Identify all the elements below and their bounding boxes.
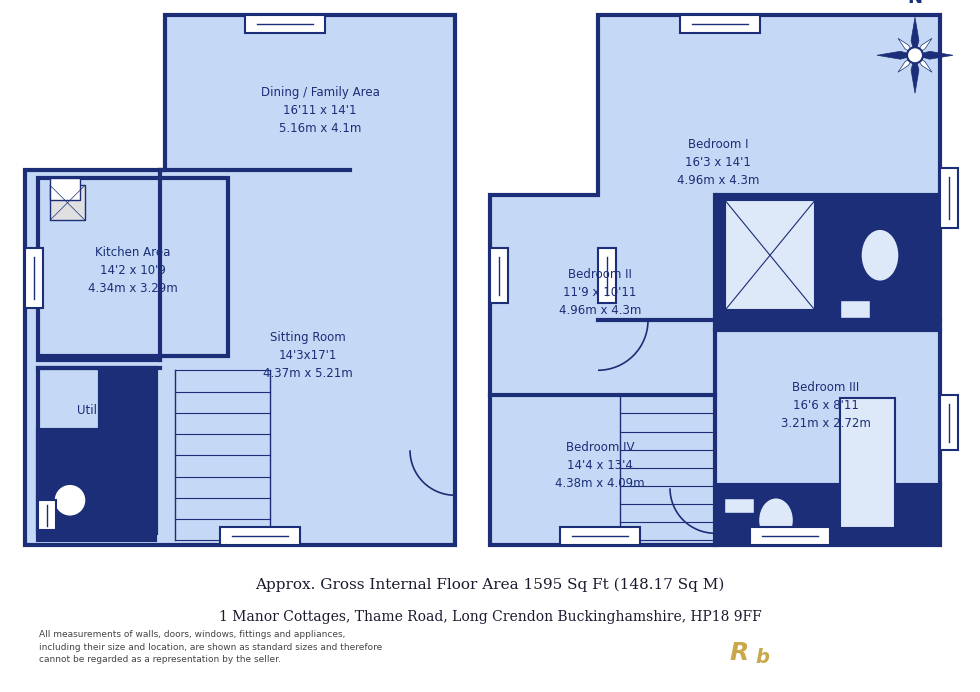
Bar — [38, 179, 228, 356]
Bar — [840, 399, 895, 528]
Bar — [245, 15, 325, 33]
Text: Sitting Room
14'3x17'1
4.37m x 5.21m: Sitting Room 14'3x17'1 4.37m x 5.21m — [263, 331, 353, 380]
Bar — [38, 368, 156, 534]
Text: Bedroom IV
14'4 x 13'4
4.38m x 4.09m: Bedroom IV 14'4 x 13'4 4.38m x 4.09m — [556, 441, 645, 490]
Polygon shape — [877, 51, 915, 60]
Circle shape — [52, 430, 108, 486]
Bar — [490, 248, 508, 303]
Circle shape — [63, 448, 147, 532]
Ellipse shape — [861, 229, 899, 281]
Bar — [724, 498, 754, 513]
Bar — [750, 527, 830, 545]
Polygon shape — [915, 55, 932, 72]
Bar — [50, 185, 85, 220]
Bar — [560, 527, 640, 545]
Circle shape — [108, 433, 152, 477]
Circle shape — [54, 484, 86, 516]
Polygon shape — [490, 15, 940, 545]
Bar — [25, 248, 43, 308]
Text: 1 Manor Cottages, Thame Road, Long Crendon Buckinghamshire, HP18 9FF: 1 Manor Cottages, Thame Road, Long Crend… — [219, 610, 761, 624]
Text: Bedroom I
16'3 x 14'1
4.96m x 4.3m: Bedroom I 16'3 x 14'1 4.96m x 4.3m — [677, 138, 760, 187]
Bar — [718, 195, 938, 327]
Text: Dining / Family Area
16'11 x 14'1
5.16m x 4.1m: Dining / Family Area 16'11 x 14'1 5.16m … — [261, 86, 379, 135]
Bar — [940, 395, 958, 450]
Polygon shape — [898, 38, 915, 55]
Polygon shape — [911, 17, 919, 55]
Polygon shape — [25, 15, 455, 545]
Bar — [38, 500, 56, 530]
Text: Approx. Gross Internal Floor Area 1595 Sq Ft (148.17 Sq M): Approx. Gross Internal Floor Area 1595 S… — [256, 578, 724, 592]
Polygon shape — [911, 55, 919, 93]
Polygon shape — [915, 38, 932, 55]
Polygon shape — [898, 55, 915, 72]
Circle shape — [907, 47, 923, 63]
Polygon shape — [915, 51, 953, 60]
Text: b: b — [756, 648, 769, 667]
Text: R: R — [730, 641, 749, 664]
Text: All measurements of walls, doors, windows, fittings and appliances,
including th: All measurements of walls, doors, window… — [39, 630, 382, 664]
Text: REASTON BROWN: REASTON BROWN — [797, 646, 936, 659]
Text: Bedroom III
16'6 x 8'11
3.21m x 2.72m: Bedroom III 16'6 x 8'11 3.21m x 2.72m — [781, 381, 871, 430]
Bar — [680, 15, 760, 33]
Bar — [598, 248, 616, 303]
Bar — [718, 489, 938, 543]
Text: Utility: Utility — [77, 403, 113, 417]
Bar — [725, 200, 815, 310]
Ellipse shape — [759, 498, 794, 543]
Bar — [840, 300, 870, 318]
Polygon shape — [38, 370, 155, 540]
Text: N: N — [907, 0, 922, 7]
Bar — [50, 179, 80, 200]
Bar — [940, 168, 958, 228]
Text: Bedroom II
11'9 x 10'11
4.96m x 4.3m: Bedroom II 11'9 x 10'11 4.96m x 4.3m — [559, 268, 641, 317]
Bar — [220, 527, 300, 545]
Text: Kitchen Area
14'2 x 10'9
4.34m x 3.29m: Kitchen Area 14'2 x 10'9 4.34m x 3.29m — [88, 246, 178, 295]
